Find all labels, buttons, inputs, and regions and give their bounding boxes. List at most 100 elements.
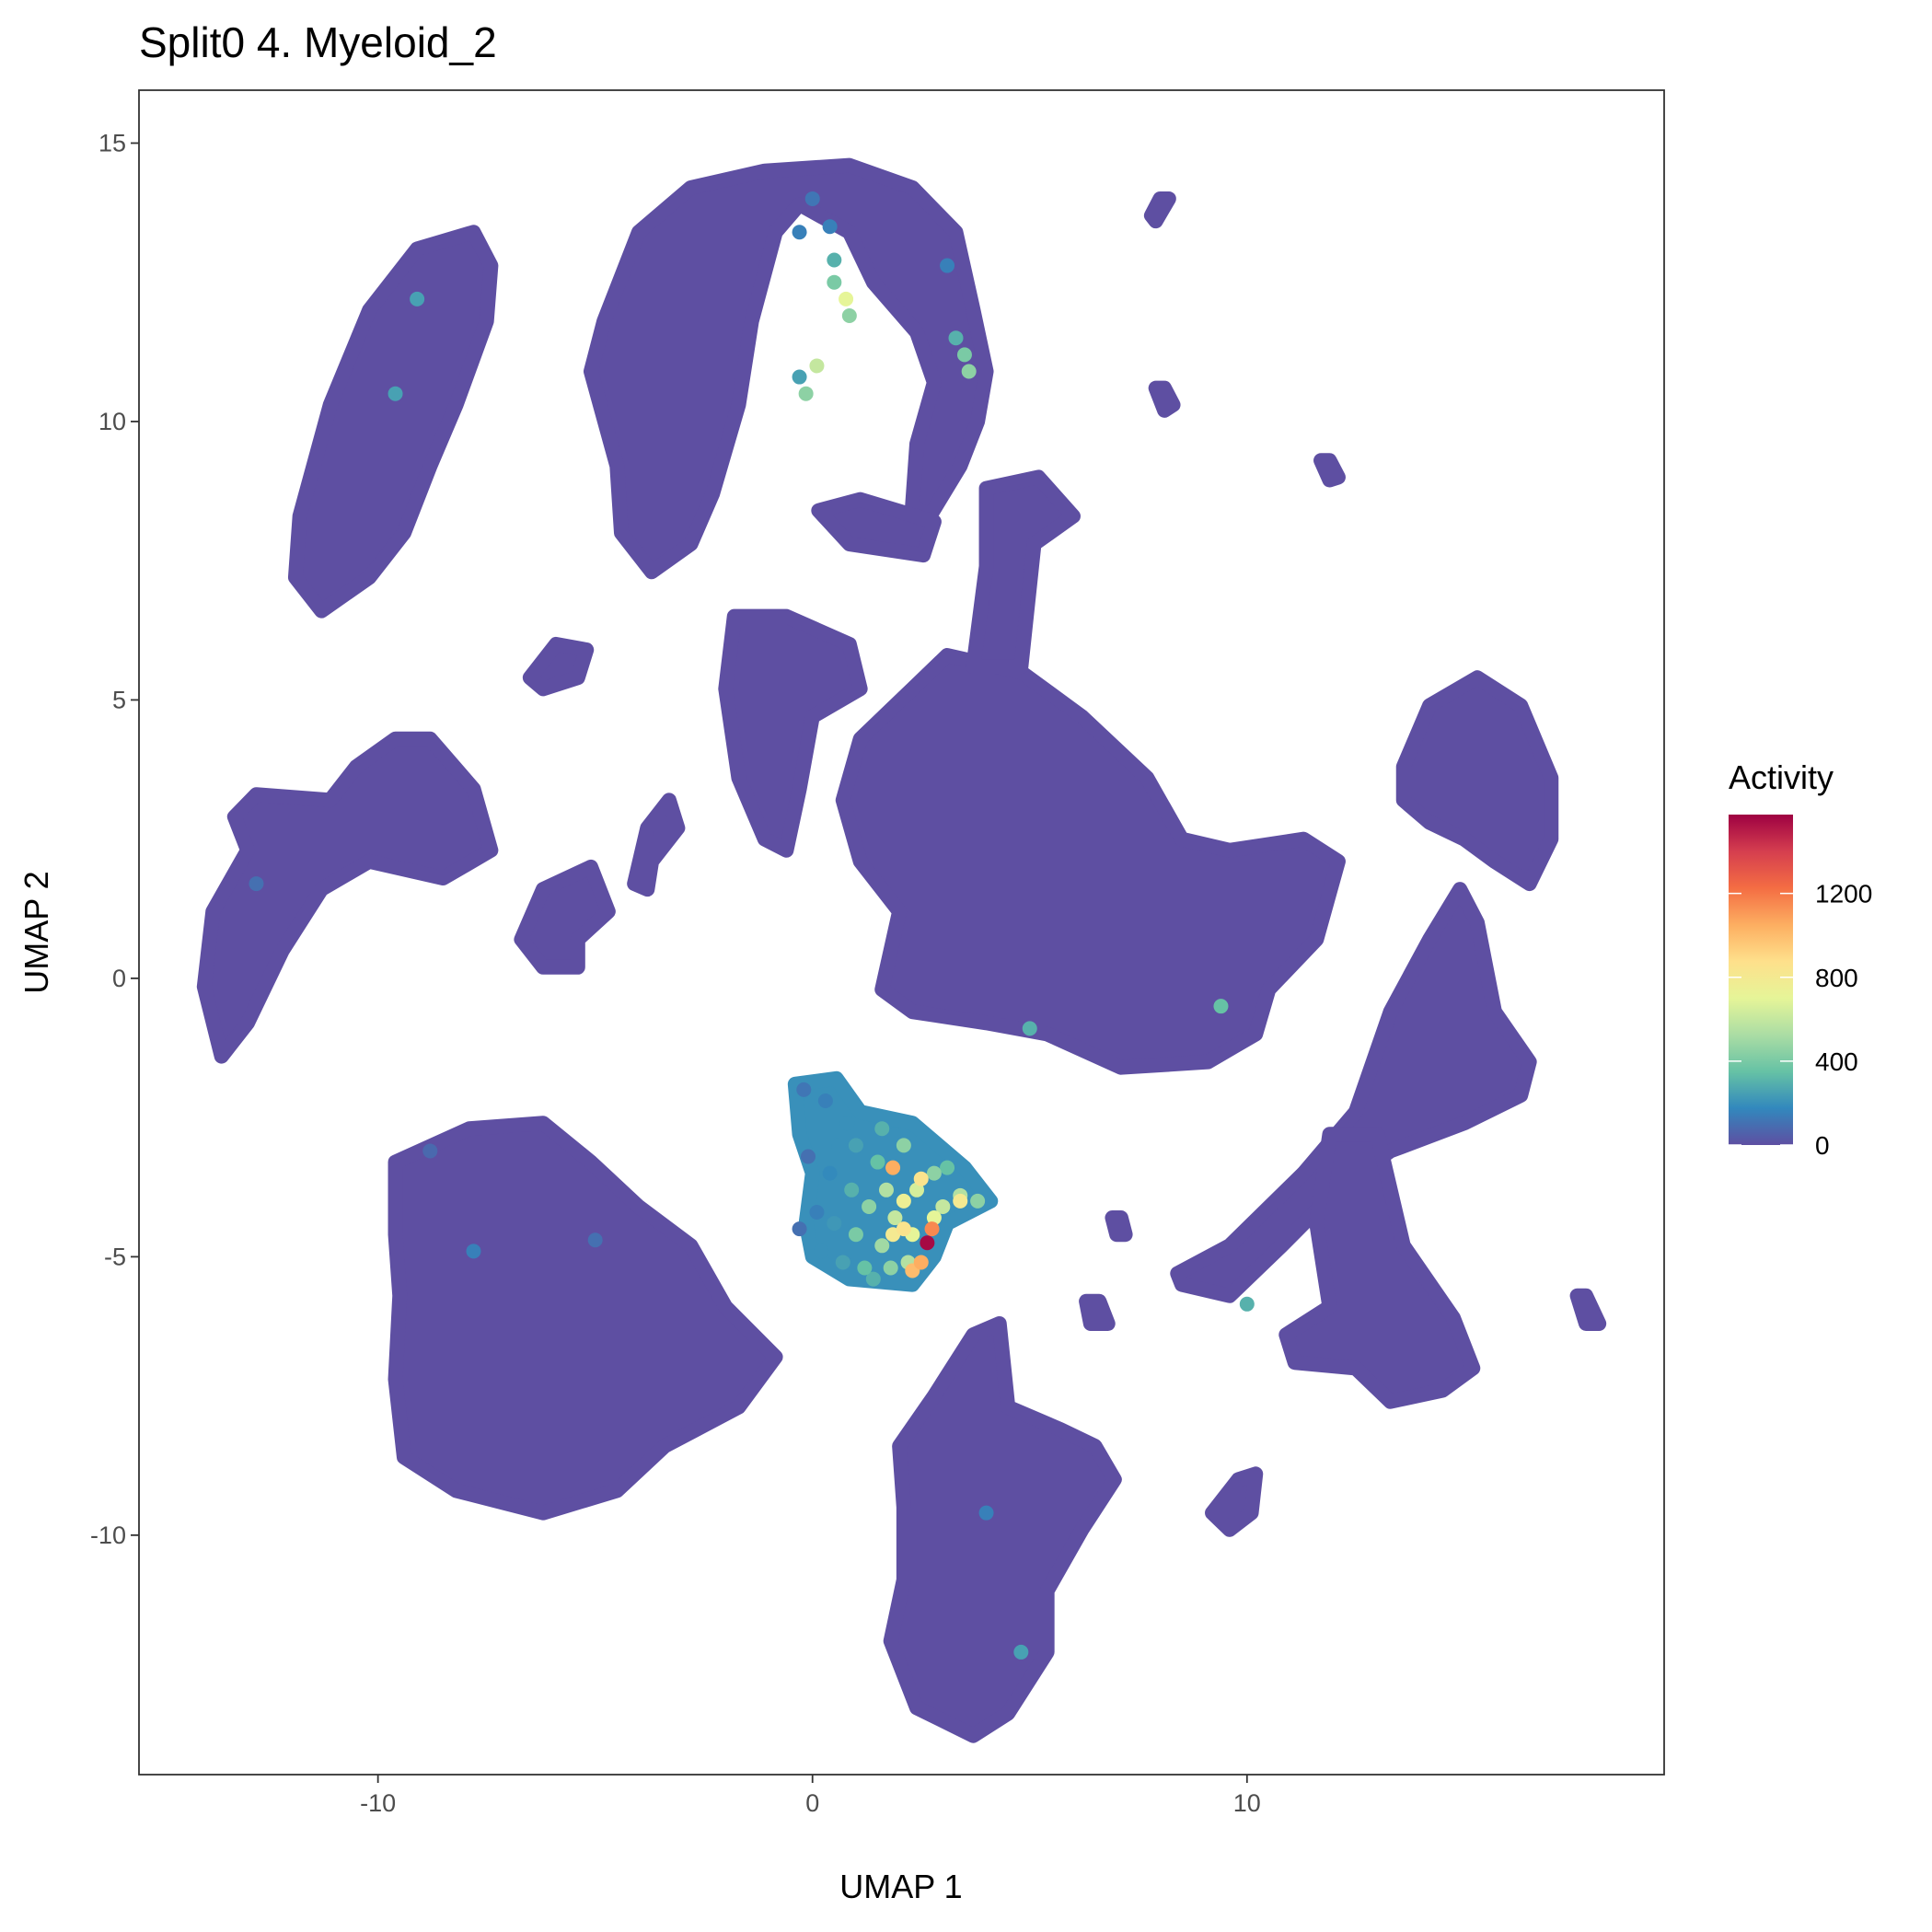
y-tick-label: 5 [112,686,126,713]
cell-cluster-region-14 [522,636,595,697]
y-tick-label: -5 [104,1243,126,1270]
data-point [809,1204,825,1220]
colorbar-legend: Activity 0 400 800 1200 [1729,758,1872,1160]
data-point [953,1193,968,1209]
data-point [883,1260,898,1276]
data-point [839,291,854,307]
data-point [1013,1644,1029,1660]
data-point [792,1221,807,1237]
data-point [885,1160,901,1175]
data-point [410,291,425,307]
y-tick-label: -10 [90,1521,126,1549]
cell-cluster-region-22 [1205,1466,1264,1537]
data-point [814,1244,829,1259]
x-tick-label: -10 [360,1789,396,1817]
cell-cluster-region-17 [1143,191,1176,229]
data-point [896,1193,911,1209]
y-tick-label: 0 [112,965,126,992]
data-point [388,386,403,401]
cell-cluster-region-16 [627,792,686,897]
data-point [587,1232,603,1248]
data-point [940,258,955,273]
data-point [926,1165,942,1181]
axes: -10 0 10 -10 -5 0 5 10 15 [90,129,1261,1817]
data-point [887,1210,903,1226]
data-point [862,1198,877,1214]
data-point [792,369,807,385]
data-point [848,1138,863,1153]
data-point [940,1160,955,1175]
data-point [841,308,857,324]
colorbar-tick-label: 1200 [1815,880,1872,908]
cell-cluster-region-9 [883,1315,1122,1743]
x-tick-label: 0 [805,1789,819,1817]
data-point [896,1221,911,1237]
data-point [865,1271,881,1287]
data-point [792,225,807,240]
data-point [1022,1021,1037,1036]
data-point [920,1235,935,1251]
data-point [913,1255,929,1270]
data-point [948,330,964,346]
data-point [809,358,825,374]
legend-title: Activity [1729,758,1834,796]
data-point [913,1171,929,1186]
colorbar-tick-label: 400 [1815,1047,1858,1076]
data-point [870,1154,885,1170]
data-point [896,1138,911,1153]
y-axis-title: UMAP 2 [17,871,55,993]
data-point [835,1255,850,1270]
data-point [844,1182,860,1197]
data-point [878,1182,894,1197]
cell-cluster-region-15 [514,859,616,975]
data-point [804,191,820,206]
data-point [466,1244,481,1259]
x-tick-label: 10 [1233,1789,1261,1817]
data-point [249,876,264,892]
data-point [827,1216,842,1232]
panel-border [138,89,1665,1776]
cell-cluster-region-21 [1105,1210,1133,1243]
data-point [798,386,814,401]
data-point [970,1193,986,1209]
cell-cluster-region-1 [287,225,499,619]
data-point [924,1221,940,1237]
cell-cluster-region-3 [835,648,1346,1075]
data-point [827,252,842,268]
data-point [874,1121,890,1137]
data-point [848,1227,863,1243]
data-point [822,1165,838,1181]
cell-cluster-region-2 [583,157,994,580]
data-point [874,1238,890,1254]
data-point [827,274,842,290]
y-tick-label: 15 [98,129,126,156]
cell-cluster-region-7 [196,731,499,1064]
data-point [801,1149,816,1164]
data-point [796,1082,812,1097]
plot-title: Split0 4. Myeloid_2 [139,18,497,66]
data-point [1239,1296,1255,1312]
data-point [956,347,972,363]
data-point [817,1093,833,1108]
colorbar-tick-label: 0 [1815,1131,1830,1160]
plot-area [196,157,1607,1743]
data-point [822,219,838,235]
data-point [839,1116,855,1131]
data-point [961,364,977,379]
cell-cluster-region-12 [1170,882,1537,1303]
cell-cluster-region-20 [1079,1293,1116,1331]
x-axis-title: UMAP 1 [839,1868,962,1905]
y-tick-label: 10 [98,408,126,435]
cell-cluster-region-4 [966,469,1081,675]
cell-cluster-region-11 [1395,670,1559,892]
data-point [978,1505,994,1521]
colorbar [1729,815,1793,1145]
cell-cluster-region-5 [811,492,942,563]
cell-cluster-region-19 [1313,453,1346,488]
data-point [909,1182,925,1197]
data-point [422,1143,438,1159]
data-point [831,1138,847,1153]
colorbar-tick-label: 800 [1815,964,1858,992]
data-point [857,1260,873,1276]
